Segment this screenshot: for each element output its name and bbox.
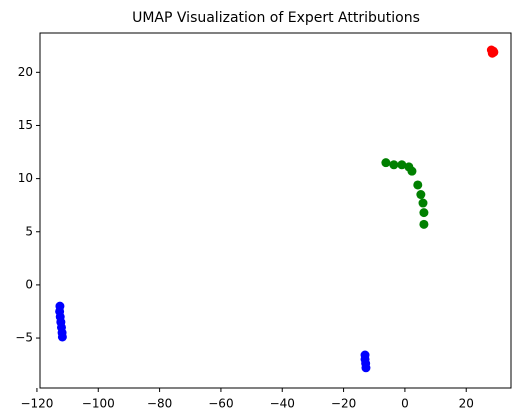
point: [397, 160, 407, 170]
x-tick-label: −20: [331, 397, 356, 410]
point: [419, 219, 429, 229]
point: [416, 190, 426, 200]
x-tick-label: −40: [270, 397, 295, 410]
point: [419, 208, 429, 218]
x-tick-label: −100: [82, 397, 115, 410]
x-tick-label: −80: [147, 397, 172, 410]
point: [413, 180, 423, 190]
x-tick-label: 0: [401, 397, 409, 410]
y-tick-label: 20: [18, 65, 33, 79]
y-tick-label: 0: [25, 277, 33, 291]
x-tick-label: 20: [459, 397, 474, 410]
y-tick-label: 5: [25, 224, 33, 238]
y-tick-label: −5: [15, 331, 33, 345]
point: [407, 166, 417, 176]
point: [57, 332, 67, 342]
plot-frame: [39, 32, 512, 389]
y-tick-label: 10: [18, 171, 33, 185]
point: [381, 158, 391, 168]
x-tick-label: −120: [20, 397, 53, 410]
point: [389, 160, 399, 170]
point: [418, 198, 428, 208]
chart-title: UMAP Visualization of Expert Attribution…: [132, 10, 420, 26]
point: [489, 47, 499, 57]
x-tick-label: −60: [208, 397, 233, 410]
point: [361, 363, 371, 373]
y-tick-label: 15: [18, 118, 33, 132]
